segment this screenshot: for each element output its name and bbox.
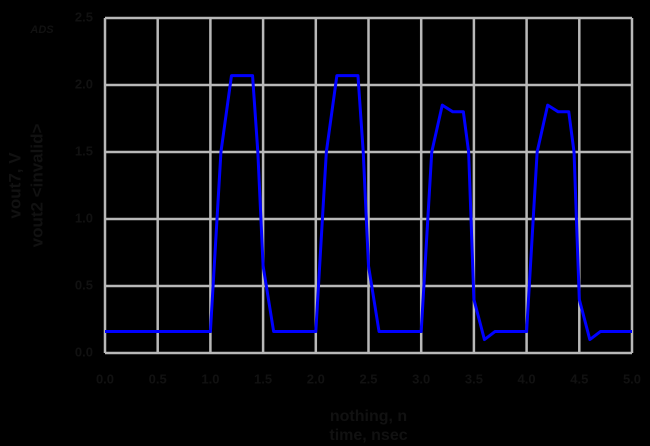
x-tick-label: 5.0 — [623, 371, 641, 386]
x-tick-label: 4.5 — [570, 371, 588, 386]
y-tick-label: 2.0 — [75, 76, 93, 91]
data-line — [105, 74, 632, 342]
y-axis-label: vout2 <invalid> — [27, 124, 46, 248]
x-tick-label: 3.0 — [412, 371, 430, 386]
x-axis-label: nothing, n — [330, 408, 407, 425]
x-tick-label: 1.0 — [201, 371, 219, 386]
y-tick-label: 1.5 — [75, 143, 93, 158]
y-tick-label: 0.5 — [75, 277, 93, 292]
x-tick-label: 3.5 — [465, 371, 483, 386]
x-tick-label: 0.5 — [149, 371, 167, 386]
x-tick-label: 2.0 — [307, 371, 325, 386]
y-tick-label: 2.5 — [75, 9, 93, 24]
y-tick-label: 0.0 — [75, 344, 93, 359]
y-tick-label: 1.0 — [75, 210, 93, 225]
x-axis-label: time, nsec — [329, 427, 407, 444]
x-tick-label: 2.5 — [359, 371, 377, 386]
x-tick-label: 0.0 — [96, 371, 114, 386]
x-tick-label: 1.5 — [254, 371, 272, 386]
x-tick-label: 4.0 — [518, 371, 536, 386]
y-axis-label: vout7, V — [5, 152, 24, 219]
logo: ADS — [29, 24, 54, 36]
